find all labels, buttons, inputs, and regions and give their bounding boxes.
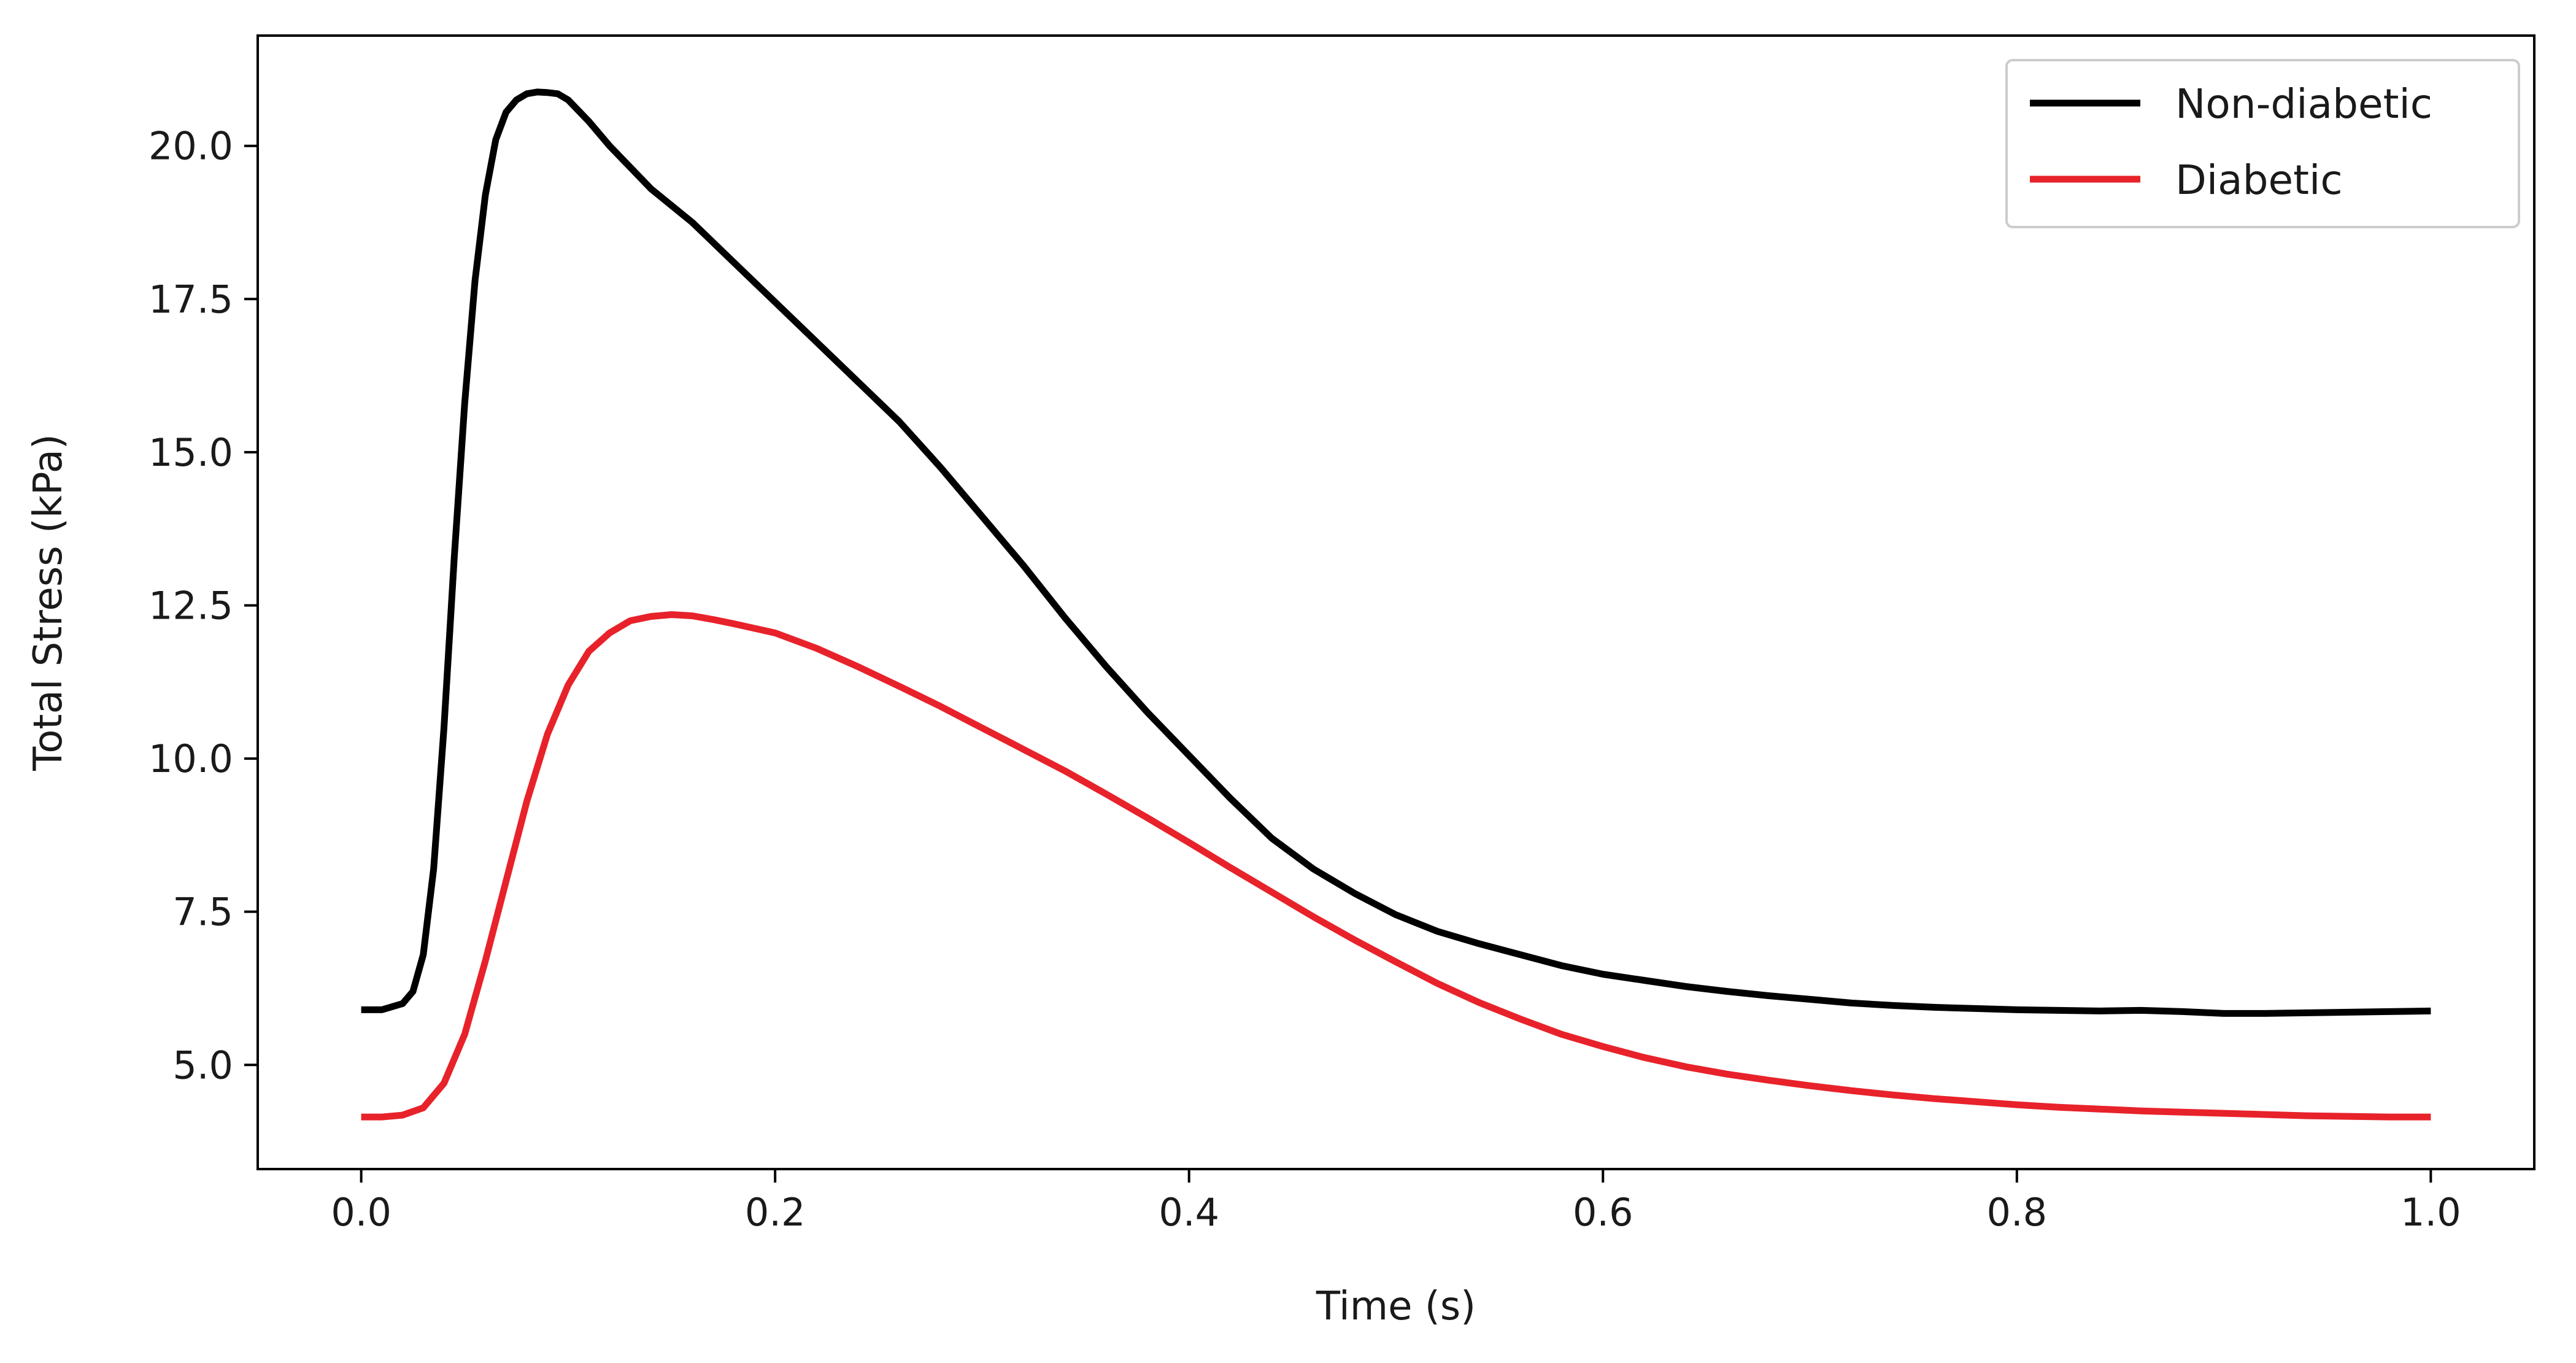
y-tick-label: 10.0	[148, 736, 233, 781]
y-tick-label: 12.5	[148, 583, 233, 628]
x-tick-label: 0.8	[1987, 1190, 2048, 1235]
axes: 0.0 0.2 0.4 0.6 0.8 1.0 5.0 7.5 10.0 12.5 15.0 17.5…	[148, 34, 2536, 1235]
x-tick-label: 1.0	[2401, 1190, 2461, 1235]
series-line-non-diabetic	[361, 88, 2431, 1017]
x-tick-label: 0.4	[1159, 1190, 1219, 1235]
y-tick-label: 5.0	[172, 1043, 233, 1087]
x-tick-label: 0.2	[745, 1190, 806, 1235]
legend: Non-diabetic Diabetic	[2005, 59, 2520, 228]
x-tick-label: 0.6	[1573, 1190, 1633, 1235]
y-axis-title: Total Stress (kPa)	[26, 434, 71, 771]
plot-area	[361, 88, 2431, 1121]
legend-label-diabetic: Diabetic	[2175, 156, 2343, 204]
y-tick-label: 20.0	[148, 124, 233, 169]
plot-frame	[256, 34, 2536, 1170]
y-tick-label: 15.0	[148, 430, 233, 475]
y-tick-label: 17.5	[148, 277, 233, 322]
legend-label-non-diabetic: Non-diabetic	[2175, 80, 2432, 128]
x-tick-label: 0.0	[331, 1190, 391, 1235]
y-tick-label: 7.5	[172, 890, 233, 935]
x-axis-title: Time (s)	[1316, 1284, 1476, 1329]
series-line-diabetic	[361, 611, 2431, 1121]
